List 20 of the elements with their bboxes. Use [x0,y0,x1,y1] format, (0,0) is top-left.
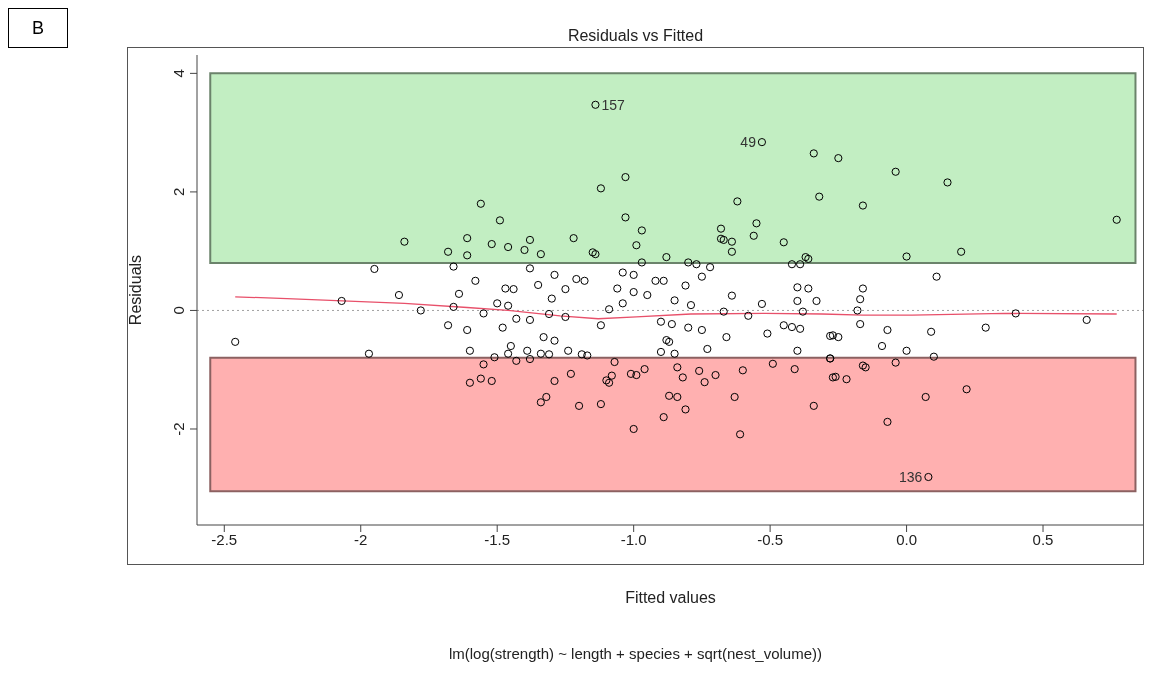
line-series [234,296,1118,320]
y-tick-label: 2 [170,187,187,197]
x-tick-label: -1.0 [620,530,647,548]
text: B [8,8,68,48]
y-tick-label: -2 [170,422,187,436]
y-axis-title: Residuals [126,254,144,326]
x-axis-title: Fitted values [625,589,716,606]
x-tick-label: -0.5 [757,530,784,548]
annotation: 136 [899,468,923,485]
y-tick-label: 0 [170,306,187,315]
y-tick-label: 4 [170,69,187,78]
annotation: 157 [601,96,626,113]
text: lm(log(strength) ~ length + species + sqrt(nest_volume)) [448,645,823,662]
chart-title: Residuals vs Fitted [567,27,704,44]
x-tick-label: 0.0 [896,530,917,548]
annotation: 49 [740,134,757,151]
x-tick-label: 0.5 [1032,530,1054,548]
x-tick-label: -2 [354,530,368,548]
x-tick-label: -2.5 [211,530,238,548]
x-tick-label: -1.5 [484,530,511,548]
